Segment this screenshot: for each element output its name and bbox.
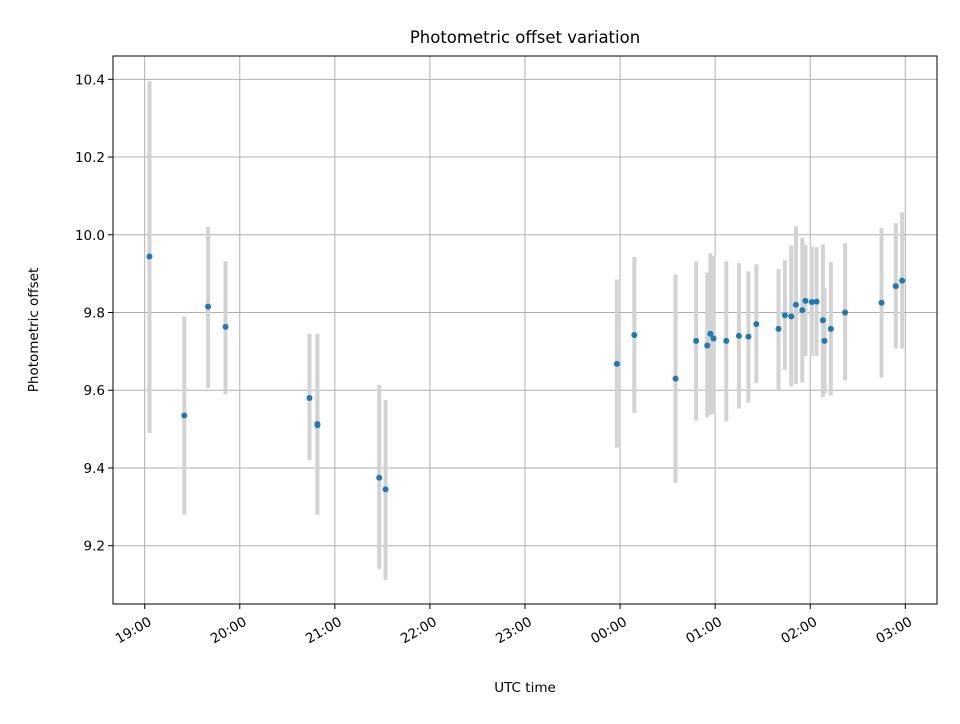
data-point: [892, 283, 899, 290]
x-axis-label: UTC time: [494, 680, 556, 696]
data-point: [376, 474, 383, 481]
data-point: [878, 299, 885, 306]
data-point: [792, 301, 799, 308]
data-point: [672, 375, 679, 382]
data-point: [899, 277, 906, 284]
chart-title: Photometric offset variation: [410, 28, 640, 47]
data-point: [382, 486, 389, 493]
data-point: [802, 297, 809, 304]
x-tick-label: 01:00: [683, 614, 725, 647]
data-point: [735, 332, 742, 339]
data-point: [707, 330, 714, 337]
y-tick-label: 10.2: [75, 150, 105, 166]
x-tick-label: 03:00: [873, 614, 915, 647]
y-tick-label: 9.8: [84, 306, 105, 322]
data-point: [753, 321, 760, 328]
data-point: [205, 303, 212, 310]
data-point: [842, 309, 849, 316]
data-point: [710, 335, 717, 342]
data-point: [827, 325, 834, 332]
data-point: [781, 312, 788, 319]
x-tick-label: 02:00: [778, 614, 820, 647]
data-point: [704, 342, 711, 349]
x-tick-label: 22:00: [398, 614, 440, 647]
data-point: [808, 299, 815, 306]
data-point: [819, 317, 826, 324]
data-point: [821, 337, 828, 344]
data-point: [723, 337, 730, 344]
data-point: [631, 332, 638, 339]
y-axis-label: Photometric offset: [26, 268, 42, 392]
data-point: [788, 313, 795, 320]
x-tick-label: 19:00: [113, 614, 155, 647]
y-tick-label: 10.0: [75, 228, 105, 244]
data-point: [813, 298, 820, 305]
y-tick-label: 9.2: [84, 539, 105, 555]
data-point: [693, 337, 700, 344]
y-tick-label: 9.6: [84, 383, 105, 399]
x-tick-label: 21:00: [303, 614, 345, 647]
x-tick-label: 23:00: [493, 614, 535, 647]
data-point: [181, 412, 188, 419]
data-point: [314, 422, 321, 429]
grid-lines: [113, 56, 937, 604]
data-point: [745, 333, 752, 340]
x-tick-label: 00:00: [588, 614, 630, 647]
data-point: [775, 325, 782, 332]
error-bars: [147, 81, 905, 580]
y-tick-label: 10.4: [75, 72, 105, 88]
x-axis-ticks: 19:00 20:00 21:00 22:00 23:00 00:00 01:00 02:00…: [113, 604, 915, 647]
data-point: [222, 323, 229, 330]
y-axis-ticks: 9.2 9.4 9.6 9.8 10.0 10.2 10.4: [75, 72, 113, 555]
data-points: [146, 253, 906, 493]
data-point: [306, 395, 313, 402]
y-tick-label: 9.4: [84, 461, 105, 477]
data-point: [799, 307, 806, 314]
x-tick-label: 20:00: [208, 614, 250, 647]
data-point: [613, 360, 620, 367]
data-point: [146, 253, 153, 260]
